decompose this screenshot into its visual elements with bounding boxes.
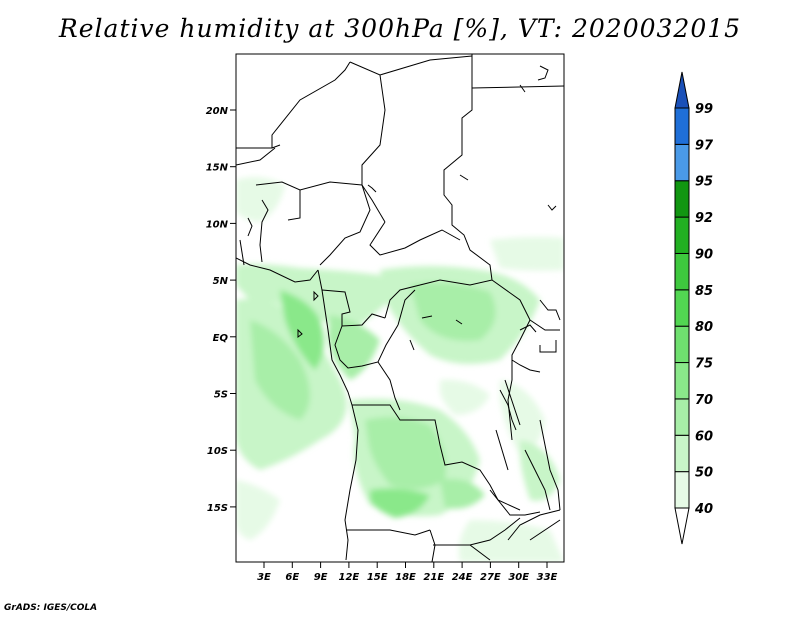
lon-tick-label: 9E	[314, 572, 328, 583]
lon-tick-label: 30E	[508, 572, 529, 583]
colorbar-label: 40	[694, 502, 713, 517]
colorbar-segment	[674, 434, 690, 473]
latitude-axis: 20N 15N 10N 5N EQ 5S 10S 15S	[206, 106, 236, 514]
lon-tick-label: 15E	[367, 572, 388, 583]
lon-tick-label: 24E	[452, 572, 473, 583]
lon-tick-label: 21E	[423, 572, 444, 583]
colorbar-segment	[674, 289, 690, 327]
colorbar-label: 80	[695, 320, 713, 335]
lat-tick-label: EQ	[213, 333, 229, 344]
colorbar-label: 99	[695, 102, 713, 117]
colorbar-segment	[674, 216, 690, 254]
lat-tick-label: 15N	[206, 163, 229, 174]
colorbar-label: 95	[695, 175, 713, 190]
colorbar-label: 70	[695, 393, 713, 408]
lat-tick-label: 10S	[207, 446, 228, 457]
colorbar-label: 90	[695, 247, 713, 262]
lon-tick-label: 12E	[339, 572, 360, 583]
longitude-axis: 3E 6E 9E 12E 15E 18E 21E 24E 27E 30E 33E	[257, 562, 558, 583]
humidity-field	[236, 176, 564, 562]
lat-tick-label: 10N	[206, 219, 229, 230]
lon-tick-label: 33E	[537, 572, 558, 583]
lon-tick-label: 6E	[285, 572, 299, 583]
map-frame	[235, 53, 565, 563]
colorbar-segment	[674, 325, 690, 364]
colorbar-segment	[674, 107, 690, 145]
colorbar-segment	[674, 143, 690, 182]
colorbar-label: 97	[695, 138, 714, 153]
colorbar-segment	[674, 398, 690, 436]
colorbar-lower-triangle	[674, 507, 690, 545]
colorbar-label: 50	[695, 466, 713, 481]
country-borders	[236, 54, 564, 562]
lat-tick-label: 5S	[214, 390, 228, 401]
lon-tick-label: 3E	[257, 572, 271, 583]
colorbar: 40 50 60 70 75 80 85 90 92 95 97 99	[674, 71, 714, 545]
colorbar-segment	[674, 362, 690, 400]
colorbar-segment	[674, 471, 690, 509]
colorbar-segment	[674, 252, 690, 291]
colorbar-segment	[674, 180, 690, 218]
lat-tick-label: 15S	[207, 503, 228, 514]
lat-tick-label: 5N	[213, 276, 229, 287]
colorbar-label: 92	[695, 211, 713, 226]
colorbar-label: 60	[695, 429, 713, 444]
colorbar-upper-triangle	[674, 71, 690, 109]
map-title: Relative humidity at 300hPa [%], VT: 202…	[58, 14, 742, 43]
lat-tick-label: 20N	[206, 106, 229, 117]
colorbar-label: 85	[695, 284, 713, 299]
colorbar-label: 75	[695, 357, 713, 372]
lon-tick-label: 27E	[480, 572, 501, 583]
lon-tick-label: 18E	[395, 572, 416, 583]
grads-credit: GrADS: IGES/COLA	[4, 603, 98, 613]
